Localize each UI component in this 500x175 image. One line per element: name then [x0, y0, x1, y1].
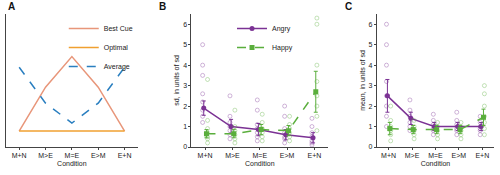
svg-text:5: 5	[369, 41, 373, 48]
svg-text:E+N: E+N	[475, 152, 489, 159]
svg-text:Best Cue: Best Cue	[104, 25, 133, 32]
svg-text:3: 3	[183, 82, 187, 89]
svg-text:E>M: E>M	[280, 152, 295, 159]
svg-text:0: 0	[183, 143, 187, 150]
svg-text:E>M: E>M	[91, 152, 106, 159]
svg-text:Condition: Condition	[57, 160, 87, 167]
svg-text:E+N: E+N	[308, 152, 322, 159]
svg-text:A: A	[8, 1, 15, 12]
svg-text:M+N: M+N	[12, 152, 27, 159]
svg-text:M+N: M+N	[198, 152, 213, 159]
svg-text:M=E: M=E	[428, 152, 443, 159]
svg-text:Optimal: Optimal	[104, 44, 129, 52]
svg-text:2: 2	[183, 103, 187, 110]
svg-text:4: 4	[369, 62, 373, 69]
svg-text:4: 4	[183, 62, 187, 69]
svg-text:0: 0	[369, 143, 373, 150]
svg-text:1: 1	[183, 123, 187, 130]
svg-text:M>E: M>E	[225, 152, 240, 159]
svg-text:E+N: E+N	[118, 152, 132, 159]
svg-text:Average: Average	[104, 63, 130, 71]
svg-text:C: C	[345, 1, 352, 12]
svg-text:6: 6	[369, 21, 373, 28]
svg-text:Happy: Happy	[272, 44, 293, 52]
svg-text:Condition: Condition	[245, 160, 275, 167]
svg-text:1: 1	[369, 123, 373, 130]
svg-text:Condition: Condition	[421, 160, 451, 167]
svg-text:M>E: M>E	[405, 152, 420, 159]
svg-text:2: 2	[369, 103, 373, 110]
svg-text:3: 3	[369, 82, 373, 89]
svg-text:M+N: M+N	[381, 152, 396, 159]
svg-text:Angry: Angry	[272, 25, 291, 33]
svg-text:5: 5	[183, 41, 187, 48]
svg-text:M=E: M=E	[65, 152, 80, 159]
svg-text:sd, in units of sd: sd, in units of sd	[173, 55, 180, 106]
svg-text:6: 6	[183, 21, 187, 28]
svg-text:B: B	[159, 1, 166, 12]
svg-text:mean, in units of sd: mean, in units of sd	[359, 50, 366, 111]
svg-text:M=E: M=E	[252, 152, 267, 159]
svg-text:M>E: M>E	[38, 152, 53, 159]
svg-text:E>M: E>M	[452, 152, 467, 159]
